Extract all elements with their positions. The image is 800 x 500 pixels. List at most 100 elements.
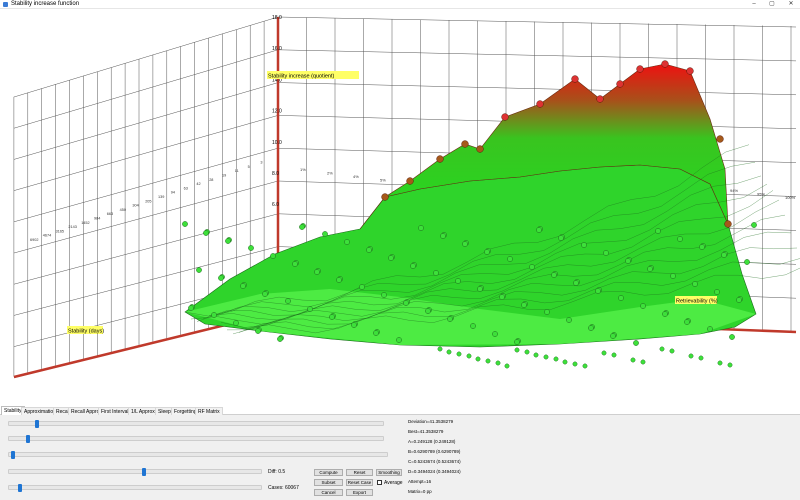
slider-1-thumb[interactable] [34,420,39,428]
deviation-value: Deviation=41.3538279 [408,419,454,424]
data-point [285,298,291,304]
subset-button[interactable]: Subset [314,479,343,486]
data-point [633,340,639,346]
data-point [329,314,335,320]
data-point [501,113,509,121]
data-point [262,291,268,297]
stability-tick-label: 28 [209,178,213,182]
mesh-line [238,258,800,333]
data-point [255,328,261,334]
cases-label: Cases: 60067 [268,485,299,491]
left-grid-hline [13,213,279,285]
data-point [744,259,750,265]
reset-button[interactable]: Reset [346,469,373,476]
smoothing-button[interactable]: Smoothing [376,469,402,476]
param-a-value: A=0.249128 (0.249128) [408,439,456,444]
data-point [640,303,646,309]
average-label: Average [384,480,403,486]
window-title: Stability increase function [11,1,80,7]
average-checkbox[interactable] [377,480,382,485]
data-point [558,235,564,241]
data-point [425,308,431,314]
data-point [524,349,530,355]
data-point [573,280,579,286]
data-point [603,250,609,256]
cases-slider[interactable] [8,484,262,492]
retrievability-tick-label: 100% [785,195,796,200]
stability-tick-label: 450 [120,208,126,212]
data-point [529,264,535,270]
z-tick-label: 12.0 [272,109,282,115]
data-point [484,249,490,255]
data-point [403,300,409,306]
data-point [314,269,320,275]
data-point [388,255,394,261]
data-point [670,273,676,279]
stability-tick-label: 3165 [56,229,64,233]
left-grid-hline [13,115,279,191]
data-points [182,60,757,369]
parameter-slider-1[interactable] [8,420,384,428]
maximize-button[interactable]: ▢ [769,1,775,7]
diff-slider[interactable] [8,468,262,476]
data-point [359,284,365,290]
data-point [595,288,601,294]
data-point [299,224,305,230]
data-point [336,277,342,283]
data-point [485,358,491,364]
compute-button[interactable]: Compute [314,469,343,476]
data-point [588,325,594,331]
stability-tick-label: 6902 [30,238,38,242]
back-grid-hline [277,49,797,62]
back-grid-hline [277,82,797,96]
data-point [292,261,298,267]
parameter-slider-3[interactable] [8,451,388,459]
cancel-button[interactable]: Cancel [314,489,343,496]
data-point [616,80,624,88]
minimize-button[interactable]: – [752,1,756,7]
back-grid-hline [277,16,797,28]
mesh-line [226,231,792,331]
data-point [714,289,720,295]
data-point [625,258,631,264]
diff-slider-thumb[interactable] [141,468,146,476]
data-point [514,339,520,345]
param-d-value: D=0.3494024 (0.3494024) [408,469,461,474]
stability-3d-plot[interactable]: 18.016.014.012.010.08.06.0 1%2%4%5%6%8%9… [0,9,800,404]
cases-slider-thumb[interactable] [17,484,22,492]
stability-tick-label: 4674 [43,234,51,238]
data-point [655,228,661,234]
mesh-line [244,267,800,334]
stability-tick-labels: 3 5 11 19 28 42 63 94 139 205 304 450 663 984 1452 2143… [30,161,263,242]
tab-1l-approx[interactable]: 1/L Approx [128,407,158,415]
data-point [647,266,653,272]
mesh-line [196,175,762,322]
close-button[interactable]: ✕ [788,1,794,7]
data-point [477,286,483,292]
retrievability-tick-label: 4% [353,174,359,179]
mesh-line [184,144,750,317]
export-button[interactable]: Export [346,489,373,496]
data-point [751,222,757,228]
data-point [225,238,231,244]
data-point [277,336,283,342]
slider-3-thumb[interactable] [10,451,15,459]
data-point [436,155,444,163]
data-point [461,140,469,148]
data-point [618,295,624,301]
data-point [688,353,694,359]
slider-2-thumb[interactable] [25,435,30,443]
parameter-slider-2[interactable] [8,435,384,443]
left-grid-hline [13,147,279,223]
tab-rf-matrix[interactable]: RF Matrix [195,407,223,415]
reset-case-button[interactable]: Reset Case [346,479,373,486]
data-point [727,362,733,368]
left-grid-hline [13,49,279,129]
stability-tick-label: 663 [107,212,113,216]
data-point [495,360,501,366]
data-point [446,349,452,355]
z-tick-labels: 18.0 16.0 14.0 12.0 10.0 8.0 6.0 [272,15,282,208]
tab-first-interval[interactable]: First Interval [98,407,132,415]
data-point [211,312,217,318]
diff-label: Diff: 0.5 [268,469,286,475]
